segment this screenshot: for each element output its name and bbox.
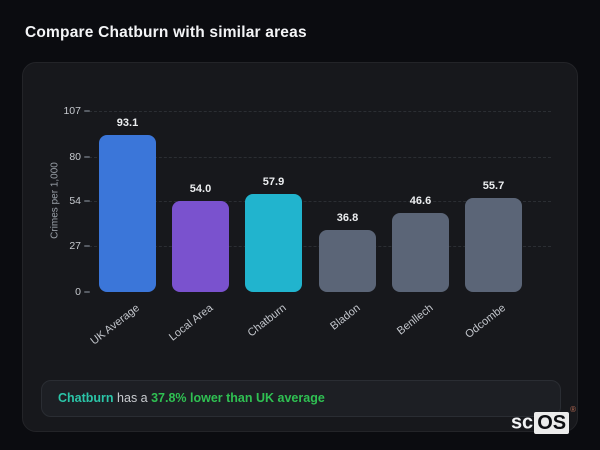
note-middle: has a [113,391,152,405]
y-tick-mark [84,200,90,202]
x-axis-label-bladon: Bladon [327,302,363,333]
gridline [89,157,551,158]
gridline [89,111,551,112]
logo-prefix: sc [510,411,534,434]
bar-value-label: 55.7 [482,180,505,192]
x-axis-label-chatburn: Chatburn [245,302,289,340]
bar-value-label: 36.8 [336,212,359,224]
bar-value-label: 54.0 [189,183,212,195]
bar-local-area[interactable] [172,201,229,292]
bar-chatburn[interactable] [245,194,302,292]
logo-suffix: OS [534,411,570,434]
bar-value-label: 93.1 [116,117,139,129]
plot-area: Crimes per 1,000 0 27 54 80 107 93.1 UK Averag… [23,63,579,433]
y-tick-label: 27 [69,240,81,252]
note-subject: Chatburn [58,391,114,405]
bar-bladon[interactable] [319,230,376,292]
note-highlight: 37.8% lower than UK average [151,391,325,405]
y-tick-mark [84,156,90,158]
y-tick-mark [84,110,90,112]
y-tick-label: 107 [63,105,81,117]
bar-value-label: 57.9 [262,176,285,188]
x-axis-label-odcombe: Odcombe [463,302,509,341]
y-tick-label: 54 [69,195,81,207]
registered-mark-icon: ® [570,405,576,414]
bar-uk-average[interactable] [99,135,156,292]
bar-odcombe[interactable] [465,198,522,292]
y-tick-label: 80 [69,151,81,163]
y-tick-mark [84,291,90,293]
gridline [89,201,551,202]
page-title: Compare Chatburn with similar areas [25,24,307,41]
chart-card: Crimes per 1,000 0 27 54 80 107 93.1 UK Averag… [22,62,578,432]
x-axis-label-uk-average: UK Average [88,302,143,348]
y-tick-label: 0 [75,286,81,298]
scos-logo: sc OS® [510,405,576,435]
bar-benllech[interactable] [392,213,449,292]
bar-value-label: 46.6 [409,195,432,207]
x-axis-label-local-area: Local Area [167,302,216,344]
x-axis-label-benllech: Benllech [394,302,436,338]
summary-note: Chatburn has a 37.8% lower than UK avera… [41,380,561,417]
y-tick-mark [84,245,90,247]
